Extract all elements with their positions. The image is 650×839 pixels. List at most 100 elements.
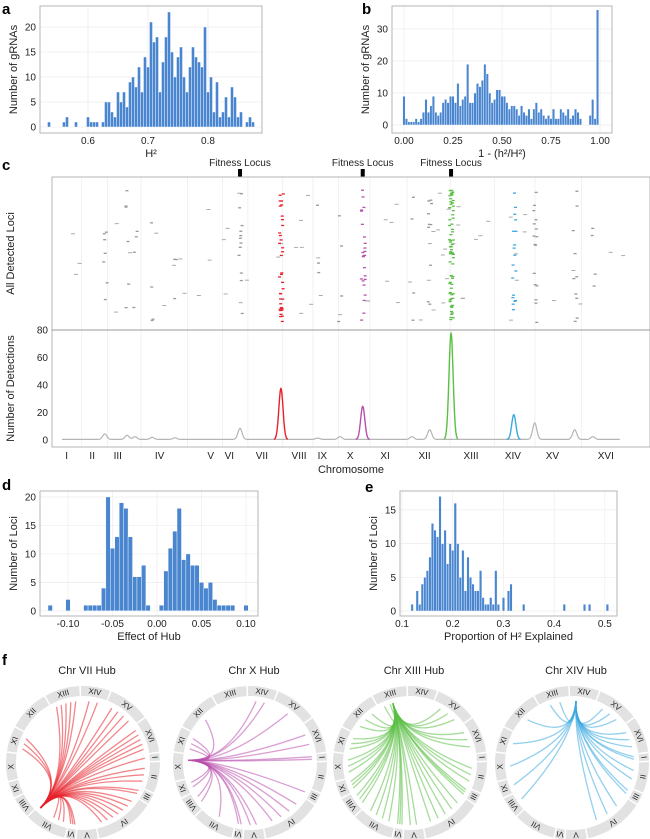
- histogram-bar: [89, 121, 93, 128]
- detection-mark: [134, 236, 138, 238]
- histogram-bar: [471, 583, 475, 612]
- detection-mark: [410, 218, 414, 220]
- detection-mark: [534, 219, 538, 221]
- detection-mark: [448, 239, 452, 241]
- x-tick-label: -0.10: [57, 619, 80, 630]
- detection-mark: [281, 281, 285, 284]
- detection-mark: [105, 282, 109, 284]
- detection-mark: [451, 239, 455, 241]
- histogram-bar: [510, 105, 514, 126]
- histogram-bar: [194, 565, 200, 612]
- histogram-bar: [410, 604, 414, 612]
- chromosome-ring-label: III: [468, 792, 479, 802]
- detection-mark: [592, 285, 596, 287]
- detection-mark: [298, 219, 303, 221]
- chromosome-segment: [45, 686, 80, 705]
- hub-peak-line: [355, 405, 371, 440]
- chromosome-ring-label: XIV: [88, 686, 103, 697]
- chord-link: [39, 795, 60, 818]
- chromosome-ring-label: IX: [499, 783, 510, 794]
- detection-mark: [363, 278, 367, 280]
- detection-mark: [294, 247, 299, 249]
- detection-mark: [114, 223, 119, 225]
- detection-mark: [513, 213, 517, 215]
- histogram-bar: [215, 81, 219, 128]
- detection-mark: [150, 319, 154, 322]
- chromosome-ring-label: XVI: [143, 728, 156, 743]
- x-axis-title: Proportion of H² Explained: [444, 631, 573, 643]
- histogram-bar: [469, 577, 472, 612]
- detection-mark: [512, 294, 516, 296]
- detection-mark: [573, 320, 577, 323]
- detection-mark: [240, 193, 244, 195]
- chromosome-ring-label: XVI: [470, 728, 483, 743]
- detection-mark: [511, 303, 515, 305]
- detection-mark: [593, 273, 597, 275]
- histogram-bar: [203, 26, 207, 128]
- histogram-bar: [515, 108, 519, 126]
- detection-mark: [486, 220, 491, 222]
- histogram-bar: [194, 56, 198, 128]
- histogram-bar: [104, 101, 108, 128]
- chromosome-segment: [471, 762, 487, 793]
- histogram-bar: [458, 105, 462, 126]
- histogram-bar: [571, 115, 575, 126]
- y-tick-label: 10: [25, 549, 37, 560]
- histogram-bar: [439, 112, 443, 126]
- histogram-bar: [110, 548, 115, 612]
- histogram-bar: [199, 582, 204, 612]
- detection-mark: [132, 306, 136, 309]
- detection-mark: [150, 222, 154, 224]
- y-axis-title: Number of gRNAs: [360, 24, 372, 114]
- detection-mark: [436, 229, 441, 231]
- detection-mark: [535, 285, 539, 287]
- x-tick-label: 0.50: [492, 136, 512, 147]
- detection-mark: [448, 299, 452, 301]
- chromosome-label: IX: [318, 451, 328, 462]
- detection-mark: [309, 303, 314, 305]
- hub-peak-line: [273, 387, 289, 440]
- detection-mark: [207, 259, 212, 261]
- chromosome-ring-label: VI: [234, 829, 243, 839]
- y-tick-label: 20: [25, 492, 37, 503]
- x-tick-label: -0.05: [101, 619, 124, 630]
- histogram-bar: [107, 101, 111, 128]
- detection-mark: [449, 318, 453, 321]
- detection-mark: [238, 302, 243, 304]
- detection-count-line: [62, 422, 620, 440]
- x-tick-label: 0.4: [547, 619, 561, 630]
- detection-mark: [124, 206, 128, 208]
- histogram-proportion-explained: 0.1 0.2 0.3 0.4 0.5 0 5 10 15 Proportion of H² Ex…: [368, 490, 618, 643]
- chromosome-segment: [6, 727, 24, 753]
- histogram-bar: [596, 9, 600, 126]
- histogram-bar: [236, 116, 240, 128]
- chromosome-label: XII: [418, 451, 430, 462]
- histogram-bar: [87, 604, 93, 612]
- histogram-bar: [569, 118, 573, 126]
- histogram-bar: [417, 121, 421, 126]
- chromosome-ring-label: III: [141, 792, 152, 802]
- detection-mark: [449, 316, 453, 319]
- fitness-locus-label: Fitness Locus: [332, 158, 394, 169]
- y-axis-title: Number of Loci: [368, 516, 380, 591]
- detection-mark: [125, 190, 129, 192]
- histogram-bar: [122, 91, 126, 128]
- detection-mark: [317, 271, 321, 274]
- chromosome-label: XIII: [464, 451, 479, 462]
- histogram-bar: [466, 64, 470, 126]
- detection-mark: [533, 243, 537, 246]
- chromosome-segment: [182, 696, 217, 731]
- detection-mark: [448, 261, 452, 263]
- fitness-locus-label: Fitness Locus: [420, 158, 482, 169]
- chromosome-label: III: [114, 451, 122, 462]
- detection-mark: [532, 209, 536, 212]
- chromosome-ring-label: IV: [445, 816, 457, 828]
- chromosome-ring-label: XIII: [545, 688, 559, 700]
- detection-mark: [450, 252, 454, 254]
- histogram-bar: [62, 121, 66, 128]
- chromosome-segment: [28, 810, 67, 838]
- detection-mark: [280, 200, 284, 202]
- histogram-bar: [118, 502, 124, 612]
- detection-mark: [360, 223, 364, 226]
- detection-mark: [306, 194, 311, 196]
